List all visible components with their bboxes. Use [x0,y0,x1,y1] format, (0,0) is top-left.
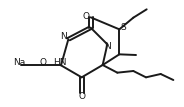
Text: HN: HN [53,58,67,67]
Text: N: N [60,32,67,41]
Text: O: O [39,58,46,67]
Text: S: S [120,23,126,32]
Text: O: O [78,92,85,101]
Text: N: N [104,42,111,51]
Text: Na: Na [14,58,26,67]
Text: O: O [83,12,90,21]
